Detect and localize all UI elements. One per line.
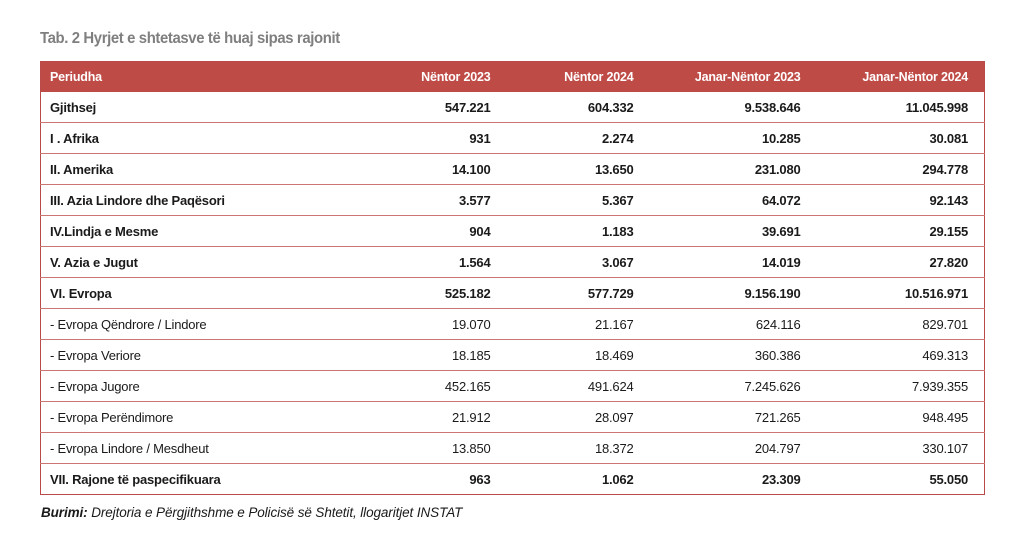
source-prefix: Burimi: [41, 505, 88, 520]
regions-table: Periudha Nëntor 2023 Nëntor 2024 Janar-N… [40, 61, 985, 495]
table-row-azia-lindore: III. Azia Lindore dhe Paqësori 3.577 5.3… [40, 184, 985, 216]
row-label: - Evropa Veriore [40, 339, 361, 371]
cell-value: 9.156.190 [649, 277, 817, 309]
table-row-azia-e-jugut: V. Azia e Jugut 1.564 3.067 14.019 27.82… [40, 246, 985, 278]
cell-value: 577.729 [506, 277, 650, 309]
cell-value: 1.564 [360, 246, 507, 278]
table-row-evropa-veriore: - Evropa Veriore 18.185 18.469 360.386 4… [40, 339, 985, 371]
cell-value: 721.265 [649, 401, 817, 433]
cell-value: 10.285 [649, 122, 817, 154]
column-header-janar-nentor-2024: Janar-Nëntor 2024 [816, 61, 985, 92]
cell-value: 13.650 [506, 153, 650, 185]
table-body: Gjithsej 547.221 604.332 9.538.646 11.04… [40, 92, 985, 495]
cell-value: 829.701 [816, 308, 985, 340]
cell-value: 14.019 [649, 246, 817, 278]
table-row-evropa-lindore-mesdheut: - Evropa Lindore / Mesdheut 13.850 18.37… [40, 432, 985, 464]
column-header-nentor-2023: Nëntor 2023 [360, 61, 507, 92]
page: Tab. 2 Hyrjet e shtetasve të huaj sipas … [40, 30, 985, 520]
cell-value: 948.495 [816, 401, 985, 433]
header-row: Periudha Nëntor 2023 Nëntor 2024 Janar-N… [40, 61, 985, 92]
table-row-lindja-e-mesme: IV.Lindja e Mesme 904 1.183 39.691 29.15… [40, 215, 985, 247]
cell-value: 39.691 [649, 215, 817, 247]
cell-value: 604.332 [506, 92, 650, 123]
cell-value: 10.516.971 [816, 277, 985, 309]
cell-value: 92.143 [816, 184, 985, 216]
table-row-afrika: I . Afrika 931 2.274 10.285 30.081 [40, 122, 985, 154]
cell-value: 3.067 [506, 246, 650, 278]
cell-value: 9.538.646 [649, 92, 817, 123]
cell-value: 23.309 [649, 463, 817, 495]
cell-value: 469.313 [816, 339, 985, 371]
cell-value: 525.182 [360, 277, 507, 309]
row-label: II. Amerika [40, 153, 361, 185]
cell-value: 5.367 [506, 184, 650, 216]
column-header-janar-nentor-2023: Janar-Nëntor 2023 [649, 61, 817, 92]
row-label: III. Azia Lindore dhe Paqësori [40, 184, 361, 216]
cell-value: 452.165 [360, 370, 507, 402]
cell-value: 204.797 [649, 432, 817, 464]
table-row-evropa-perendimore: - Evropa Perëndimore 21.912 28.097 721.2… [40, 401, 985, 433]
cell-value: 904 [360, 215, 507, 247]
cell-value: 547.221 [360, 92, 507, 123]
table-header: Periudha Nëntor 2023 Nëntor 2024 Janar-N… [40, 61, 985, 92]
table-row-gjithsej: Gjithsej 547.221 604.332 9.538.646 11.04… [40, 92, 985, 123]
cell-value: 29.155 [816, 215, 985, 247]
cell-value: 18.185 [360, 339, 507, 371]
row-label: - Evropa Lindore / Mesdheut [40, 432, 361, 464]
cell-value: 3.577 [360, 184, 507, 216]
cell-value: 7.939.355 [816, 370, 985, 402]
cell-value: 1.062 [506, 463, 650, 495]
table-row-evropa-qendrore: - Evropa Qëndrore / Lindore 19.070 21.16… [40, 308, 985, 340]
table-title: Tab. 2 Hyrjet e shtetasve të huaj sipas … [40, 30, 340, 47]
row-label: V. Azia e Jugut [40, 246, 361, 278]
cell-value: 18.372 [506, 432, 650, 464]
cell-value: 7.245.626 [649, 370, 817, 402]
table-row-evropa: VI. Evropa 525.182 577.729 9.156.190 10.… [40, 277, 985, 309]
cell-value: 13.850 [360, 432, 507, 464]
cell-value: 27.820 [816, 246, 985, 278]
cell-value: 21.167 [506, 308, 650, 340]
row-label: Gjithsej [40, 92, 361, 123]
cell-value: 18.469 [506, 339, 650, 371]
cell-value: 330.107 [816, 432, 985, 464]
cell-value: 11.045.998 [816, 92, 985, 123]
cell-value: 1.183 [506, 215, 650, 247]
cell-value: 360.386 [649, 339, 817, 371]
source-note: Burimi: Drejtoria e Përgjithshme e Polic… [41, 505, 984, 520]
cell-value: 21.912 [360, 401, 507, 433]
cell-value: 294.778 [816, 153, 985, 185]
table-row-evropa-jugore: - Evropa Jugore 452.165 491.624 7.245.62… [40, 370, 985, 402]
column-header-periudha: Periudha [40, 61, 361, 92]
cell-value: 55.050 [816, 463, 985, 495]
row-label: - Evropa Jugore [40, 370, 361, 402]
cell-value: 231.080 [649, 153, 817, 185]
row-label: I . Afrika [40, 122, 361, 154]
row-label: IV.Lindja e Mesme [40, 215, 361, 247]
row-label: - Evropa Perëndimore [40, 401, 361, 433]
cell-value: 30.081 [816, 122, 985, 154]
table-row-amerika: II. Amerika 14.100 13.650 231.080 294.77… [40, 153, 985, 185]
cell-value: 931 [360, 122, 507, 154]
row-label: - Evropa Qëndrore / Lindore [40, 308, 361, 340]
table-row-rajone-te-paspecifikuara: VII. Rajone të paspecifikuara 963 1.062 … [40, 463, 985, 495]
cell-value: 624.116 [649, 308, 817, 340]
cell-value: 28.097 [506, 401, 650, 433]
cell-value: 2.274 [506, 122, 650, 154]
source-text: Drejtoria e Përgjithshme e Policisë së S… [87, 505, 463, 520]
cell-value: 64.072 [649, 184, 817, 216]
cell-value: 19.070 [360, 308, 507, 340]
cell-value: 491.624 [506, 370, 650, 402]
cell-value: 963 [360, 463, 507, 495]
row-label: VI. Evropa [40, 277, 361, 309]
cell-value: 14.100 [360, 153, 507, 185]
row-label: VII. Rajone të paspecifikuara [40, 463, 361, 495]
column-header-nentor-2024: Nëntor 2024 [506, 61, 650, 92]
